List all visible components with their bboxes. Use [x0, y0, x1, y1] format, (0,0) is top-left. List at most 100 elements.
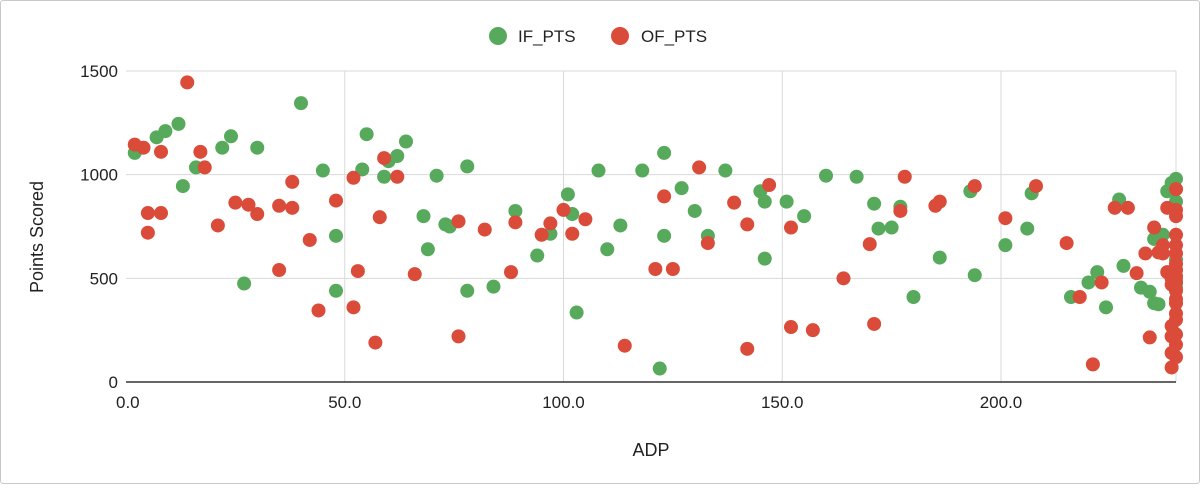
data-point-if-pts: [613, 218, 628, 233]
data-point-if-pts: [757, 194, 772, 209]
data-point-if-pts: [779, 194, 794, 209]
data-point-of-pts: [1085, 357, 1100, 372]
legend-marker-if-pts: [489, 27, 507, 45]
data-point-if-pts: [158, 124, 173, 139]
data-point-of-pts: [1059, 236, 1074, 251]
y-axis-ticks: 0 500 1000 1500: [80, 62, 118, 392]
data-point-if-pts: [591, 163, 606, 178]
data-point-of-pts: [1169, 296, 1183, 311]
data-point-of-pts: [1169, 182, 1183, 197]
data-point-of-pts: [250, 207, 265, 222]
data-point-if-pts: [932, 250, 947, 265]
data-point-of-pts: [154, 144, 168, 159]
data-point-of-pts: [565, 226, 580, 241]
data-point-of-pts: [272, 263, 287, 278]
legend-marker-of-pts: [611, 27, 629, 45]
data-point-of-pts: [302, 232, 317, 247]
data-point-if-pts: [1169, 171, 1183, 186]
data-point-of-pts: [1155, 246, 1170, 261]
data-point-if-pts: [530, 248, 545, 263]
data-point-of-pts: [1169, 209, 1183, 224]
data-point-of-pts: [508, 215, 523, 230]
data-point-if-pts: [560, 187, 575, 202]
data-point-if-pts: [508, 203, 523, 218]
data-point-if-pts: [871, 221, 886, 236]
data-point-of-pts: [727, 195, 742, 210]
x-axis-ticks: 0.0 50.0 100.0 150.0 200.0: [116, 393, 1022, 412]
data-point-if-pts: [718, 163, 733, 178]
data-point-of-pts: [1169, 312, 1183, 327]
data-point-if-pts: [1081, 275, 1096, 290]
data-point-if-pts: [224, 129, 238, 144]
data-point-if-pts: [237, 276, 252, 291]
y-tick-label: 500: [90, 269, 118, 288]
data-point-if-pts: [486, 279, 501, 294]
data-point-of-pts: [407, 267, 422, 282]
data-point-if-pts: [1151, 297, 1166, 312]
data-point-of-pts: [451, 214, 466, 229]
x-tick-label: 150.0: [761, 393, 804, 412]
data-point-if-pts: [315, 163, 330, 178]
data-point-of-pts: [368, 335, 383, 350]
data-point-of-pts: [350, 264, 365, 279]
data-point-of-pts: [140, 225, 155, 240]
data-point-of-pts: [836, 271, 851, 286]
data-point-of-pts: [534, 227, 549, 242]
data-point-of-pts: [1169, 350, 1183, 365]
data-point-if-pts: [998, 238, 1013, 253]
legend-label-if-pts: IF_PTS: [518, 27, 576, 46]
data-point-if-pts: [250, 140, 265, 155]
data-point-of-pts: [657, 189, 672, 204]
data-point-if-pts: [399, 134, 413, 149]
data-point-if-pts: [416, 209, 431, 224]
data-point-of-pts: [477, 222, 492, 237]
y-tick-label: 1000: [80, 166, 118, 185]
data-point-if-pts: [906, 289, 921, 304]
data-point-of-pts: [1029, 179, 1043, 194]
data-point-if-pts: [819, 168, 833, 183]
data-point-of-pts: [1169, 227, 1183, 242]
data-point-if-pts: [420, 242, 435, 257]
data-point-of-pts: [197, 160, 212, 175]
data-point-of-pts: [346, 170, 361, 185]
data-point-of-pts: [862, 237, 877, 252]
data-point-of-pts: [692, 160, 707, 175]
data-point-of-pts: [998, 211, 1013, 226]
series-if-pts: [127, 96, 1183, 376]
series-of-pts: [127, 75, 1183, 375]
x-tick-label: 200.0: [980, 393, 1023, 412]
data-point-of-pts: [867, 316, 882, 331]
legend: IF_PTS OF_PTS: [489, 27, 707, 46]
data-point-of-pts: [740, 217, 755, 232]
data-point-if-pts: [460, 283, 475, 298]
data-point-of-pts: [210, 218, 225, 233]
data-point-of-pts: [1072, 289, 1087, 304]
data-point-if-pts: [1116, 258, 1131, 273]
data-point-if-pts: [674, 181, 689, 196]
data-point-if-pts: [171, 116, 186, 131]
data-point-if-pts: [652, 361, 667, 376]
x-tick-label: 0.0: [116, 393, 140, 412]
data-point-if-pts: [359, 127, 374, 142]
data-point-of-pts: [665, 262, 680, 277]
data-point-of-pts: [543, 216, 558, 231]
data-point-if-pts: [884, 220, 899, 235]
data-point-of-pts: [740, 341, 755, 356]
data-points: [127, 75, 1183, 376]
data-point-if-pts: [294, 96, 308, 111]
y-axis-title: Points Scored: [27, 181, 47, 293]
data-point-if-pts: [687, 203, 702, 218]
data-point-if-pts: [329, 228, 343, 243]
data-point-of-pts: [154, 206, 168, 221]
data-point-if-pts: [390, 149, 405, 164]
data-point-if-pts: [867, 196, 882, 211]
data-point-of-pts: [311, 303, 326, 318]
data-point-if-pts: [635, 163, 650, 178]
x-tick-label: 100.0: [542, 393, 585, 412]
data-point-if-pts: [1020, 221, 1035, 236]
data-point-of-pts: [504, 265, 518, 280]
data-point-if-pts: [460, 159, 475, 174]
data-point-of-pts: [1169, 337, 1183, 352]
